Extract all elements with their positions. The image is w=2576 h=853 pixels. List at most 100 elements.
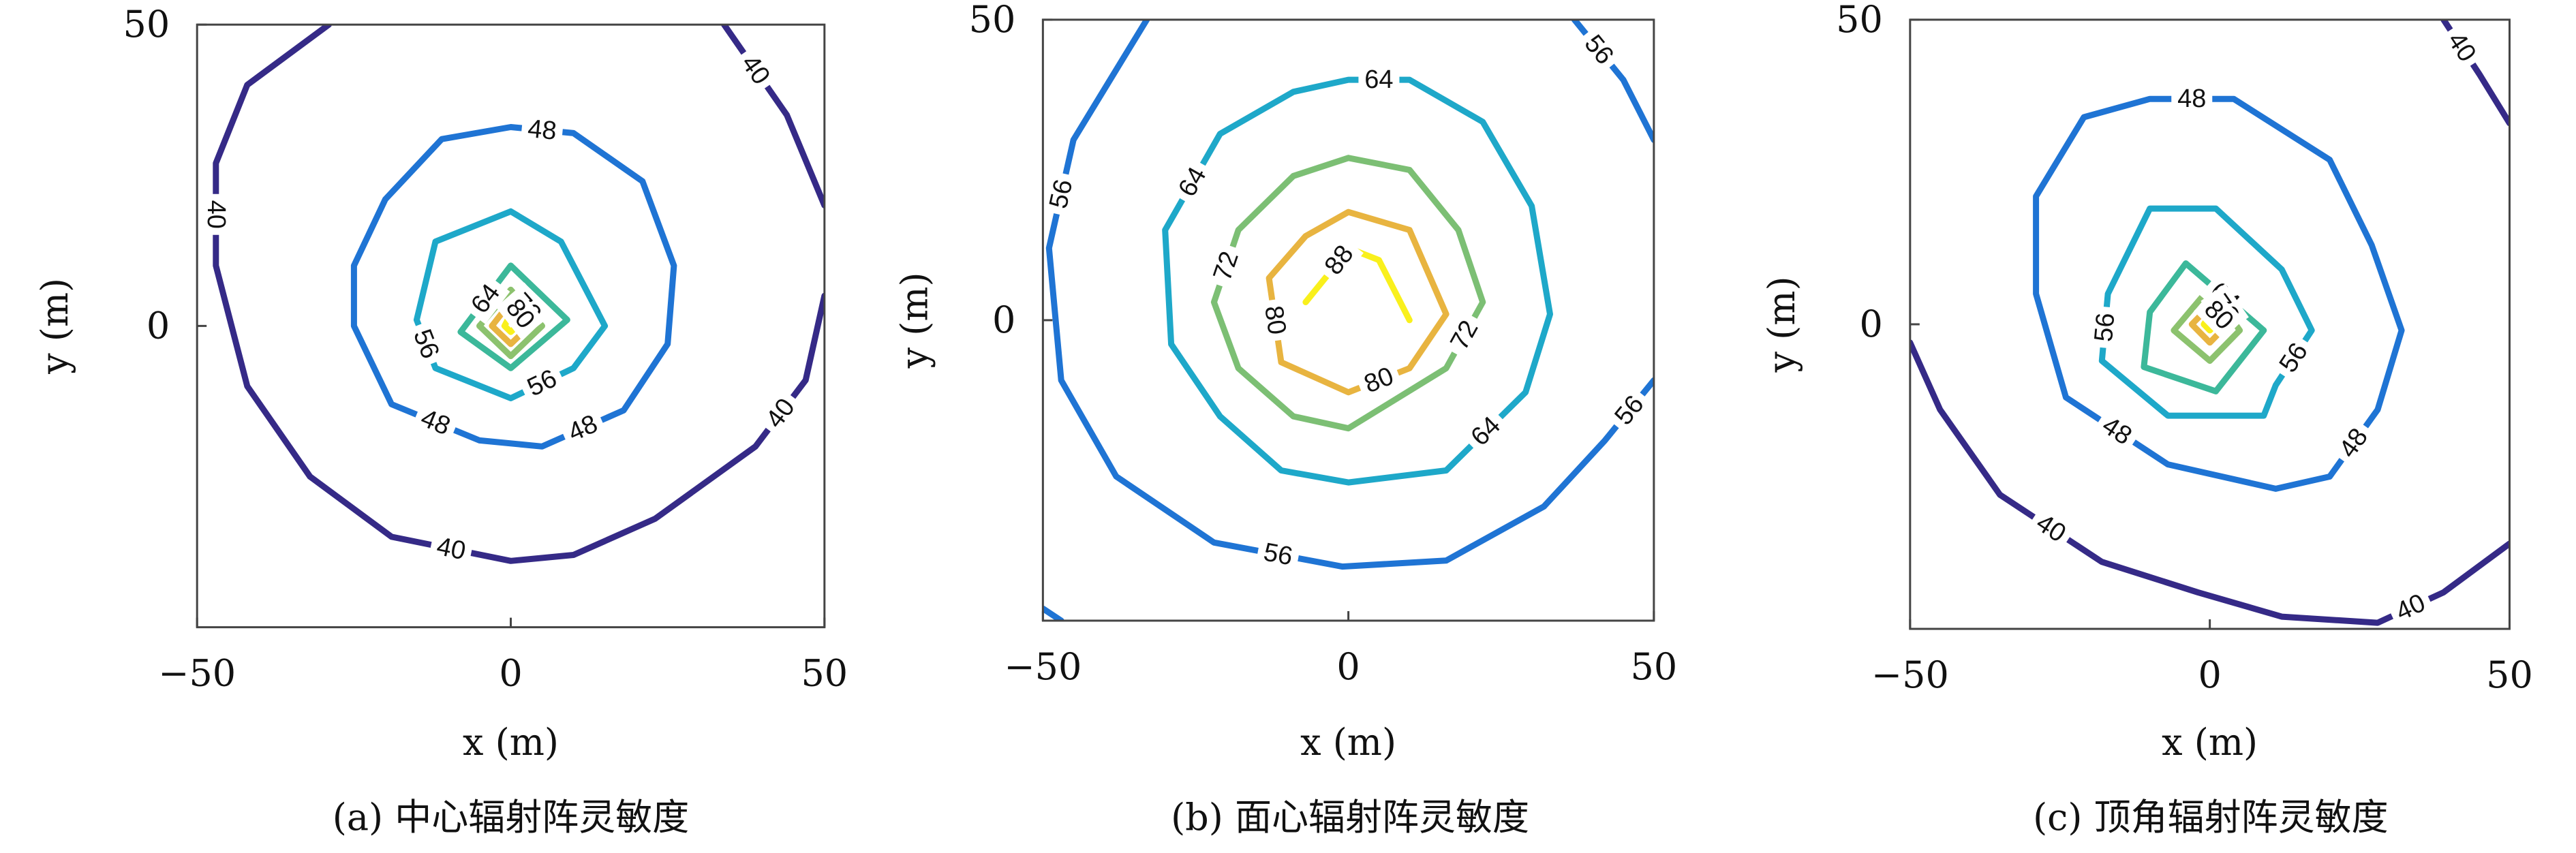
- contours: [1043, 19, 1654, 621]
- label-bg: [1042, 170, 1081, 217]
- label-bg: [1315, 234, 1364, 285]
- label-bg: [756, 388, 806, 439]
- x-axis-label: x (m): [1300, 721, 1396, 764]
- y-tick-label: 50: [969, 0, 1016, 41]
- contour-line: [213, 25, 825, 564]
- x-tick-label: 50: [1631, 645, 1678, 688]
- x-tick-label: −50: [1871, 653, 1949, 696]
- y-tick-label: 50: [123, 3, 170, 46]
- label-bg: [2091, 407, 2143, 455]
- contour-level: 40: [434, 532, 468, 566]
- label-bg: [404, 319, 448, 369]
- contour-label: 40: [428, 530, 474, 568]
- contour-label: 56: [1042, 170, 1081, 217]
- y-axis-label: y (m): [1760, 276, 1803, 373]
- contour-level: 56: [1044, 176, 1078, 211]
- contour-label: 64: [1460, 406, 1512, 456]
- caption: (b) 面心辐射阵灵敏度: [1171, 796, 1529, 839]
- contour-level: 64: [1364, 65, 1393, 94]
- contour-line: [413, 208, 609, 401]
- label-bg: [495, 288, 545, 339]
- y-tick-label: 0: [147, 304, 170, 347]
- y-tick-label: 0: [1859, 303, 1882, 345]
- contour-line: [1210, 155, 1486, 432]
- contour-line: [1266, 208, 1450, 396]
- x-tick-label: 50: [801, 652, 848, 695]
- label-bg: [2171, 84, 2213, 114]
- contour-label: 48: [2171, 84, 2213, 114]
- label-bg: [1441, 310, 1488, 360]
- label-bg: [2269, 332, 2318, 384]
- contour-label: 72: [1441, 310, 1488, 360]
- label-bg: [1255, 536, 1302, 574]
- x-tick-label: −50: [1004, 645, 1082, 688]
- caption: (a) 中心辐射阵灵敏度: [333, 796, 690, 839]
- contour-level: 48: [2177, 84, 2206, 113]
- contour-label: 56: [1255, 536, 1302, 574]
- y-tick-label: 0: [992, 298, 1015, 341]
- contour-label: 48: [558, 406, 608, 451]
- contour-label: 72: [1205, 242, 1247, 291]
- x-axis-label: x (m): [463, 721, 559, 764]
- label-bg: [200, 193, 231, 235]
- label-bg: [1460, 406, 1512, 456]
- x-axis-label: x (m): [2162, 721, 2258, 764]
- contour-label: 40: [2438, 22, 2485, 73]
- label-bg: [2194, 290, 2244, 341]
- contour-label: 80: [1257, 298, 1293, 343]
- label-bg: [1257, 298, 1293, 343]
- x-tick-label: 0: [2198, 653, 2221, 696]
- contour-label: 56: [517, 360, 568, 406]
- label-bg: [410, 401, 461, 444]
- contour-label: 48: [2329, 418, 2378, 469]
- x-tick-label: 50: [2486, 653, 2533, 696]
- y-axis-label: y (m): [33, 278, 76, 375]
- y-tick-label: 50: [1836, 0, 1883, 41]
- contour-level: 56: [2089, 312, 2121, 343]
- label-bg: [1169, 157, 1216, 208]
- contour-label: 64: [1169, 157, 1216, 208]
- contour-line: [2141, 260, 2267, 394]
- caption: (c) 顶角辐射阵灵敏度: [2033, 796, 2389, 839]
- contour-labels: 4040404848485656647280: [2025, 22, 2485, 630]
- contour-label: 40: [2025, 504, 2076, 553]
- contour-label: 56: [404, 319, 448, 369]
- x-tick-label: 0: [499, 652, 522, 695]
- x-tick-label: −50: [158, 652, 236, 695]
- contour-level: 40: [202, 200, 230, 229]
- label-bg: [1354, 358, 1404, 402]
- label-bg: [461, 273, 510, 324]
- contour-label: 80: [1354, 358, 1404, 402]
- contour-line: [1910, 339, 2510, 626]
- contour-label: 48: [2091, 407, 2143, 455]
- contour-label: 48: [410, 401, 461, 444]
- contour-label: 88: [1315, 234, 1364, 285]
- label-bg: [1358, 65, 1400, 95]
- contour-level: 80: [1259, 304, 1291, 337]
- label-bg: [558, 406, 608, 451]
- label-bg: [520, 113, 564, 147]
- label-bg: [2025, 504, 2076, 553]
- x-tick-label: 0: [1336, 645, 1360, 688]
- contour-line: [2033, 95, 2405, 492]
- label-bg: [1574, 24, 1624, 76]
- contour-line: [350, 124, 677, 450]
- contour-level: 48: [526, 114, 557, 146]
- contour-line: [1043, 605, 1064, 621]
- label-bg: [1205, 242, 1247, 291]
- contour-label: 48: [520, 113, 564, 147]
- label-bg: [2329, 418, 2378, 469]
- axes-box: [1041, 18, 1655, 622]
- contour-label: 64: [1358, 65, 1400, 95]
- label-bg: [517, 360, 568, 406]
- label-bg: [1605, 385, 1655, 436]
- label-bg: [2088, 305, 2122, 350]
- contour-label: 40: [2385, 585, 2436, 630]
- label-bg: [2438, 22, 2485, 73]
